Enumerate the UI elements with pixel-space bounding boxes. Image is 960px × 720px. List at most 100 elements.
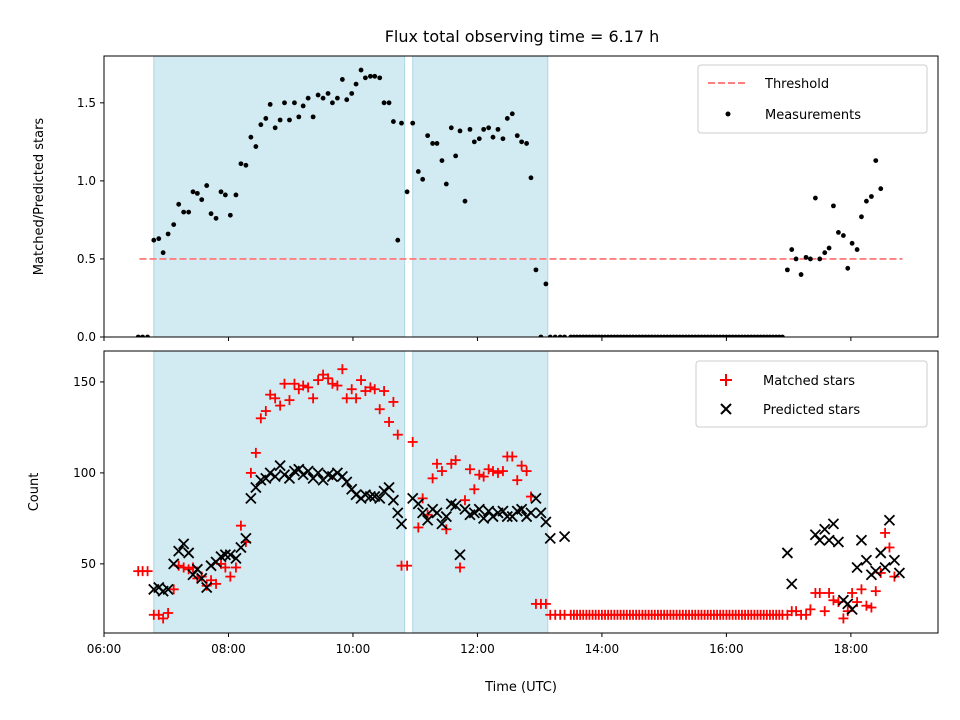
predicted-star-point — [387, 494, 400, 506]
y-tick-label: 100 — [73, 466, 96, 480]
bottom-plot-frame — [103, 350, 939, 634]
measurement-point — [793, 256, 799, 262]
measurement-point — [218, 189, 224, 195]
predicted-star-point — [374, 492, 386, 505]
matched-star-point — [413, 522, 424, 533]
x-tick-label: 12:00 — [460, 642, 495, 656]
matched-star-point — [492, 467, 503, 478]
measurement-point — [854, 247, 860, 252]
matched-star-point — [540, 598, 551, 609]
top-y-axis-label: Matched/Predicted stars — [32, 118, 47, 276]
measurement-point — [831, 203, 836, 209]
measurement-point — [457, 128, 463, 134]
matched-star-point — [225, 571, 236, 582]
measurement-point — [784, 267, 790, 273]
measurement-point — [864, 198, 869, 204]
predicted-star-point — [501, 510, 513, 523]
measurement-point — [808, 256, 813, 262]
predicted-star-point — [412, 498, 424, 510]
measurement-point — [826, 245, 832, 251]
matched-star-point — [469, 484, 480, 495]
top-y-ticks: 0.0 0.5 1.0 1.5 — [77, 96, 104, 344]
bottom-observing-windows — [153, 351, 549, 633]
matched-star-point — [298, 380, 309, 391]
measurement-point — [282, 100, 287, 106]
measurement-point — [471, 139, 477, 145]
measurement-point — [325, 91, 331, 96]
measurement-point — [190, 189, 196, 195]
measurement-point — [817, 256, 823, 262]
predicted-star-point — [875, 547, 887, 559]
measurement-point — [176, 201, 182, 207]
matched-star-point — [512, 475, 523, 486]
measurements-series — [135, 67, 884, 337]
predicted-star-point — [196, 572, 208, 585]
measurement-point — [476, 136, 482, 142]
matched-star-point — [459, 495, 470, 506]
measurement-point — [372, 73, 378, 79]
matched-star-point — [365, 382, 376, 393]
matched-star-point — [327, 378, 338, 389]
measurement-point — [186, 209, 192, 215]
matched-star-point — [450, 455, 461, 466]
measurement-point — [145, 334, 150, 337]
measurement-point — [504, 116, 510, 121]
predicted-star-point — [240, 532, 252, 545]
measurement-point — [395, 237, 401, 243]
predicted-star-point — [326, 470, 339, 483]
predicted-star-point — [283, 472, 296, 484]
measurement-point — [552, 334, 558, 337]
matched-star-point — [369, 384, 380, 395]
predicted-star-point — [230, 552, 242, 565]
matched-stars-series — [133, 364, 900, 624]
predicted-star-point — [173, 545, 185, 557]
matched-star-point — [507, 451, 518, 462]
bottom-legend: Matched stars Predicted stars — [695, 360, 928, 428]
top-observing-windows — [153, 56, 549, 337]
measurement-point — [263, 116, 269, 121]
predicted-star-point — [431, 507, 443, 519]
matched-star-point — [384, 416, 395, 427]
measurement-point — [399, 120, 404, 126]
measurement-point — [243, 162, 249, 168]
measurement-point — [305, 95, 311, 101]
matched-star-point — [884, 542, 895, 553]
predicted-star-point — [392, 507, 404, 519]
top-x-ticks — [103, 337, 852, 341]
predicted-star-point — [530, 492, 542, 505]
legend-matched-label: Matched stars — [763, 374, 855, 389]
predicted-star-point — [274, 459, 286, 472]
matched-star-point — [436, 466, 447, 477]
y-tick-label: 1.0 — [77, 174, 96, 188]
matched-star-point — [478, 471, 489, 482]
measurement-point — [151, 237, 157, 243]
measurement-point — [213, 215, 219, 221]
measurement-point — [267, 101, 273, 107]
measurement-point — [547, 334, 553, 337]
measurement-point — [509, 111, 515, 117]
matched-star-point — [356, 375, 367, 386]
measurement-point — [310, 114, 316, 120]
matched-star-point — [427, 473, 438, 484]
measurement-point — [528, 175, 534, 181]
matched-star-point — [337, 364, 348, 375]
bottom-y-ticks: 50 100 150 — [73, 375, 104, 571]
measurement-point — [156, 236, 162, 242]
measurement-point — [391, 119, 396, 124]
matched-star-point — [351, 393, 362, 404]
matched-star-point — [332, 380, 343, 391]
measurement-point — [339, 77, 345, 82]
x-tick-label: 14:00 — [585, 642, 620, 656]
matched-star-point — [178, 562, 189, 573]
predicted-star-point — [879, 561, 891, 574]
matched-star-point — [392, 429, 403, 440]
measurement-point — [140, 334, 145, 337]
matched-star-point — [142, 566, 153, 577]
matched-star-point — [455, 562, 466, 573]
matched-star-point — [379, 386, 390, 397]
predicted-star-point — [893, 567, 906, 579]
matched-star-point — [270, 393, 281, 404]
measurement-point — [533, 267, 539, 273]
measurement-point — [277, 117, 283, 123]
measurement-point — [292, 100, 297, 106]
